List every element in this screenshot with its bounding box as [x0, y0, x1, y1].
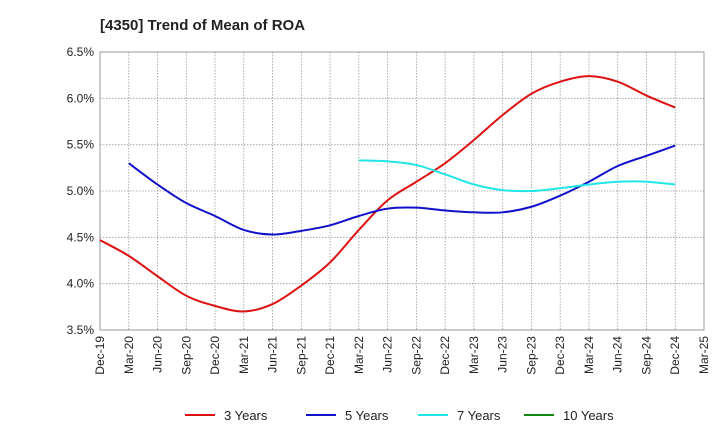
x-tick-label: Dec-22: [438, 336, 452, 375]
y-tick-label: 6.0%: [67, 91, 95, 105]
y-tick-label: 5.5%: [67, 138, 95, 152]
x-tick-label: Jun-22: [381, 336, 395, 373]
x-tick-label: Jun-21: [266, 336, 280, 373]
legend: 3 Years 5 Years 7 Years 10 Years: [185, 408, 614, 423]
x-tick-label: Sep-20: [179, 336, 193, 375]
x-tick-label: Mar-22: [352, 336, 366, 374]
grid: [99, 51, 705, 331]
x-tick-label: Sep-22: [409, 336, 423, 375]
x-tick-label: Sep-21: [294, 336, 308, 375]
x-tick-label: Mar-20: [122, 336, 136, 374]
x-tick-label: Jun-24: [611, 336, 625, 373]
x-tick-label: Mar-24: [582, 336, 596, 374]
series-line-3-years: [99, 75, 676, 313]
x-tick-label: Sep-24: [639, 336, 653, 375]
x-tick-label: Dec-23: [553, 336, 567, 375]
y-axis-ticks: 3.5% 4.0% 4.5% 5.0% 5.5% 6.0% 6.5%: [67, 45, 95, 337]
legend-label-7-years: 7 Years: [457, 408, 501, 423]
x-tick-label: Dec-20: [208, 336, 222, 375]
x-tick-label: Mar-23: [467, 336, 481, 374]
legend-label-5-years: 5 Years: [345, 408, 389, 423]
series-lines: [99, 75, 676, 313]
y-tick-label: 6.5%: [67, 45, 95, 59]
x-tick-label: Dec-19: [93, 336, 107, 375]
x-tick-label: Dec-24: [668, 336, 682, 375]
x-tick-label: Sep-23: [524, 336, 538, 375]
x-axis-ticks: Dec-19 Mar-20 Jun-20 Sep-20 Dec-20 Mar-21 Jun-…: [93, 336, 711, 375]
x-tick-label: Dec-21: [323, 336, 337, 375]
x-tick-label: Mar-25: [697, 336, 711, 374]
legend-label-10-years: 10 Years: [563, 408, 614, 423]
y-tick-label: 5.0%: [67, 184, 95, 198]
legend-label-3-years: 3 Years: [224, 408, 268, 423]
series-line-7-years: [358, 159, 676, 193]
chart-title: [4350] Trend of Mean of ROA: [100, 17, 305, 34]
series-line-5-years: [128, 144, 676, 236]
y-tick-label: 4.0%: [67, 277, 95, 291]
x-tick-label: Mar-21: [237, 336, 251, 374]
x-tick-label: Jun-23: [496, 336, 510, 373]
y-tick-label: 4.5%: [67, 230, 95, 244]
x-tick-label: Jun-20: [151, 336, 165, 373]
y-tick-label: 3.5%: [67, 323, 95, 337]
